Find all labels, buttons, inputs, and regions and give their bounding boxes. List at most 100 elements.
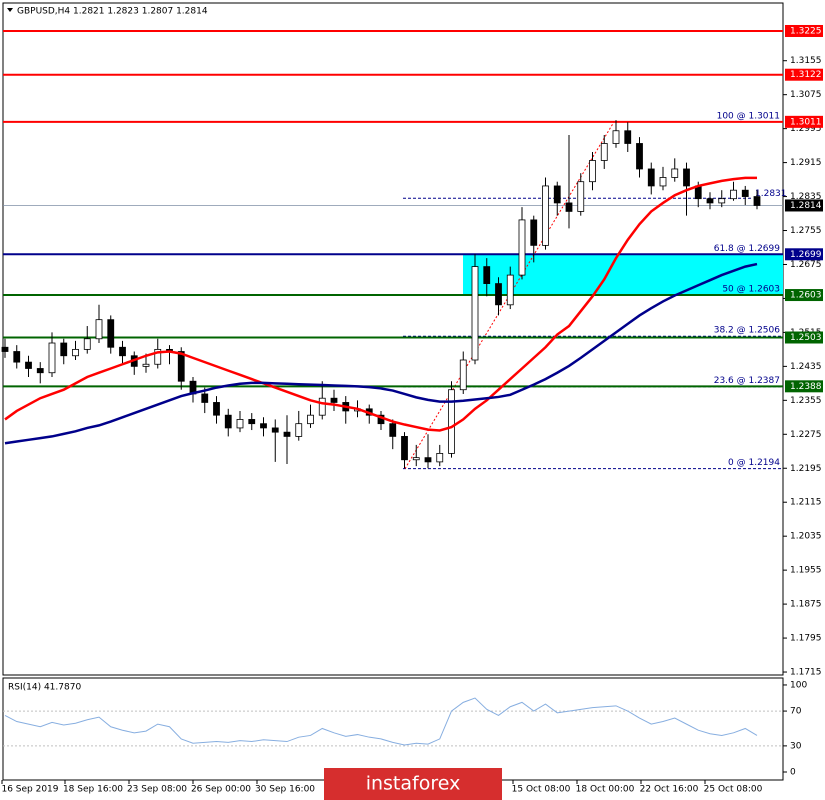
candle-body xyxy=(753,196,761,206)
fib-label: 100 @ 1.3011 xyxy=(717,111,780,121)
candle-body xyxy=(495,283,502,306)
level-label: 1.3225 xyxy=(790,26,822,36)
candle-body xyxy=(530,219,538,246)
y-tick-label: 1.1875 xyxy=(790,600,822,610)
candle-body xyxy=(236,419,244,429)
candle-body xyxy=(459,359,467,391)
candle-body xyxy=(119,346,126,357)
candle-body xyxy=(260,423,267,429)
candle-body xyxy=(741,189,749,197)
x-tick-label: 18 Sep 16:00 xyxy=(63,785,123,795)
candle-body xyxy=(659,177,667,187)
candle-body xyxy=(718,198,726,204)
fib-label: 38.2 @ 1.2506 xyxy=(714,326,781,336)
candle-body xyxy=(36,368,44,374)
candle-body xyxy=(483,266,491,284)
candle-body xyxy=(201,393,209,403)
level-label: 1.2503 xyxy=(790,333,822,343)
y-tick-label: 1.2755 xyxy=(790,226,822,236)
candle-body xyxy=(647,168,655,187)
y-tick-label: 1.1955 xyxy=(790,566,822,576)
rsi-tick-label: 70 xyxy=(790,707,802,717)
y-tick-label: 1.2915 xyxy=(790,158,822,168)
y-tick-label: 1.2115 xyxy=(790,498,822,508)
candle-body xyxy=(295,423,303,437)
bid-label: 1.2831 xyxy=(755,189,787,199)
candle-body xyxy=(542,185,549,246)
fib-label: 23.6 @ 1.2387 xyxy=(714,376,780,386)
candle-body xyxy=(389,423,397,437)
candle-body xyxy=(72,348,79,357)
level-label: 1.2699 xyxy=(790,250,822,260)
candle-body xyxy=(13,351,21,363)
candle-body xyxy=(448,389,455,454)
candle-body xyxy=(1,346,9,352)
rsi-tick-label: 100 xyxy=(790,680,807,690)
level-box xyxy=(785,331,823,344)
candle-body xyxy=(683,168,690,187)
candle-body xyxy=(248,419,256,425)
fib-label: 0 @ 1.2194 xyxy=(728,458,780,468)
candle-body xyxy=(48,342,56,374)
candle-body xyxy=(318,397,326,416)
y-tick-label: 1.2835 xyxy=(790,192,822,202)
rsi-tick-label: 30 xyxy=(790,741,802,751)
candle-body xyxy=(436,452,444,463)
y-tick-label: 1.1795 xyxy=(790,634,822,644)
y-tick-label: 1.2355 xyxy=(790,396,822,406)
zone xyxy=(463,254,783,296)
level-box xyxy=(785,68,823,81)
rsi-tick-label: 0 xyxy=(790,767,796,777)
candle-body xyxy=(60,342,68,357)
y-tick-label: 1.3075 xyxy=(790,90,822,100)
candle-body xyxy=(565,202,573,212)
y-tick-label: 1.2995 xyxy=(790,124,822,134)
x-tick-label: 23 Sep 08:00 xyxy=(127,785,187,795)
candle-body xyxy=(224,414,232,429)
candle-body xyxy=(412,457,420,461)
x-tick-label: 15 Oct 08:00 xyxy=(512,785,571,795)
level-box xyxy=(785,380,823,393)
last-price-label: 1.2814 xyxy=(790,201,822,211)
candle-body xyxy=(471,266,479,361)
chart-title: GBPUSD,H4 1.2821 1.2823 1.2807 1.2814 xyxy=(17,7,208,17)
price-box xyxy=(785,199,823,212)
candle-body xyxy=(283,431,291,437)
x-tick-label: 25 Oct 08:00 xyxy=(704,785,763,795)
logo: instaforex xyxy=(324,768,502,800)
level-box xyxy=(785,115,823,128)
x-tick-label: 16 Sep 2019 xyxy=(1,785,58,795)
y-tick-label: 1.2675 xyxy=(790,260,822,270)
logo-box xyxy=(324,768,502,800)
y-tick-label: 1.3155 xyxy=(790,56,822,66)
candle-body xyxy=(154,348,162,365)
candle-body xyxy=(424,457,432,463)
y-tick-label: 1.2195 xyxy=(790,464,822,474)
moving-average xyxy=(4,176,757,432)
y-tick-label: 1.1715 xyxy=(790,668,822,678)
candle-body xyxy=(271,427,279,433)
candle-body xyxy=(307,414,314,425)
candle-body xyxy=(706,198,714,204)
level-label: 1.3011 xyxy=(790,117,822,127)
candle-body xyxy=(577,181,585,212)
candle-body xyxy=(107,319,115,348)
menu-arrow xyxy=(7,8,13,12)
candle-body xyxy=(553,185,561,204)
y-tick-label: 1.2435 xyxy=(790,362,822,372)
x-tick-label: 18 Oct 00:00 xyxy=(576,785,635,795)
candle-body xyxy=(518,219,526,276)
candle-body xyxy=(83,338,91,350)
level-label: 1.3122 xyxy=(790,70,822,80)
rsi-line xyxy=(4,697,758,746)
candle-body xyxy=(600,143,608,161)
y-tick-label: 1.2275 xyxy=(790,430,822,440)
level-box xyxy=(785,24,823,37)
candle-body xyxy=(624,130,632,144)
candle-body xyxy=(506,274,514,306)
candle-body xyxy=(671,168,679,178)
main-panel xyxy=(2,2,784,676)
level-label: 1.2603 xyxy=(790,291,822,301)
candle-body xyxy=(95,319,103,340)
